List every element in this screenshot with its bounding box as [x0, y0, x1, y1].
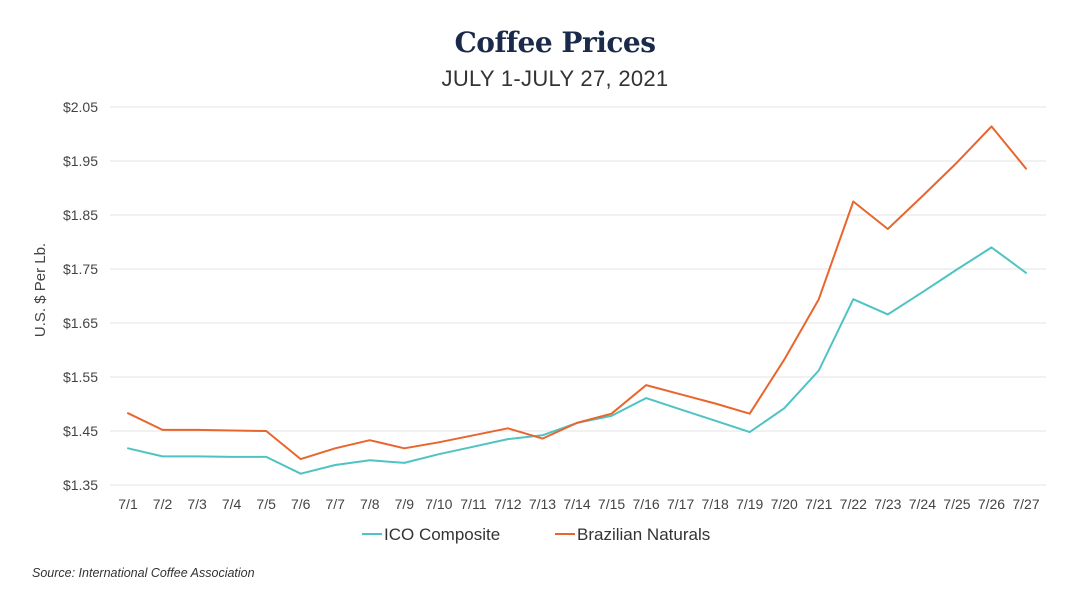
legend: ICO Composite Brazilian Naturals: [362, 525, 710, 544]
y-tick-label: $2.05: [63, 99, 98, 115]
x-tick-label: 7/12: [494, 496, 521, 512]
legend-label: ICO Composite: [384, 525, 500, 544]
x-tick-label: 7/24: [909, 496, 936, 512]
x-tick-label: 7/19: [736, 496, 763, 512]
chart-subtitle: JULY 1-JULY 27, 2021: [441, 66, 669, 91]
x-tick-label: 7/20: [771, 496, 798, 512]
y-axis-ticks: $2.05 $1.95 $1.85 $1.75 $1.65 $1.55 $1.45 $1.35: [63, 99, 98, 493]
x-tick-label: 7/14: [563, 496, 590, 512]
source-note: Source: International Coffee Association: [32, 566, 255, 580]
y-tick-label: $1.95: [63, 153, 98, 169]
x-tick-label: 7/1: [118, 496, 138, 512]
y-tick-label: $1.75: [63, 261, 98, 277]
legend-label: Brazilian Naturals: [577, 525, 710, 544]
y-axis-label: U.S. $ Per Lb.: [32, 243, 49, 337]
x-tick-label: 7/18: [702, 496, 729, 512]
x-tick-label: 7/27: [1012, 496, 1039, 512]
x-tick-label: 7/26: [978, 496, 1005, 512]
x-tick-label: 7/17: [667, 496, 694, 512]
x-tick-label: 7/11: [460, 496, 486, 512]
x-tick-label: 7/16: [632, 496, 659, 512]
x-tick-label: 7/7: [325, 496, 345, 512]
series-line-1: [127, 125, 1027, 461]
x-tick-label: 7/23: [874, 496, 901, 512]
x-tick-label: 7/13: [529, 496, 556, 512]
y-tick-label: $1.35: [63, 477, 98, 493]
x-tick-label: 7/9: [395, 496, 415, 512]
y-tick-label: $1.65: [63, 315, 98, 331]
x-tick-label: 7/2: [153, 496, 173, 512]
x-tick-label: 7/5: [256, 496, 276, 512]
y-tick-label: $1.55: [63, 369, 98, 385]
x-axis-ticks: 7/1 7/2 7/3 7/4 7/5 7/6 7/7 7/8 7/9 7/10 7/11 7/12 7…: [118, 496, 1040, 512]
chart-title: Coffee Prices: [454, 26, 657, 59]
y-tick-label: $1.85: [63, 207, 98, 223]
series-line-0: [127, 246, 1027, 475]
x-tick-label: 7/4: [222, 496, 242, 512]
x-tick-label: 7/6: [291, 496, 311, 512]
x-tick-label: 7/8: [360, 496, 380, 512]
x-tick-label: 7/25: [943, 496, 970, 512]
x-tick-label: 7/21: [805, 496, 832, 512]
x-tick-label: 7/10: [425, 496, 452, 512]
x-tick-label: 7/3: [187, 496, 207, 512]
x-tick-label: 7/15: [598, 496, 625, 512]
x-tick-label: 7/22: [840, 496, 867, 512]
gridlines: [110, 106, 1046, 486]
y-tick-label: $1.45: [63, 423, 98, 439]
series-lines: [127, 125, 1027, 475]
